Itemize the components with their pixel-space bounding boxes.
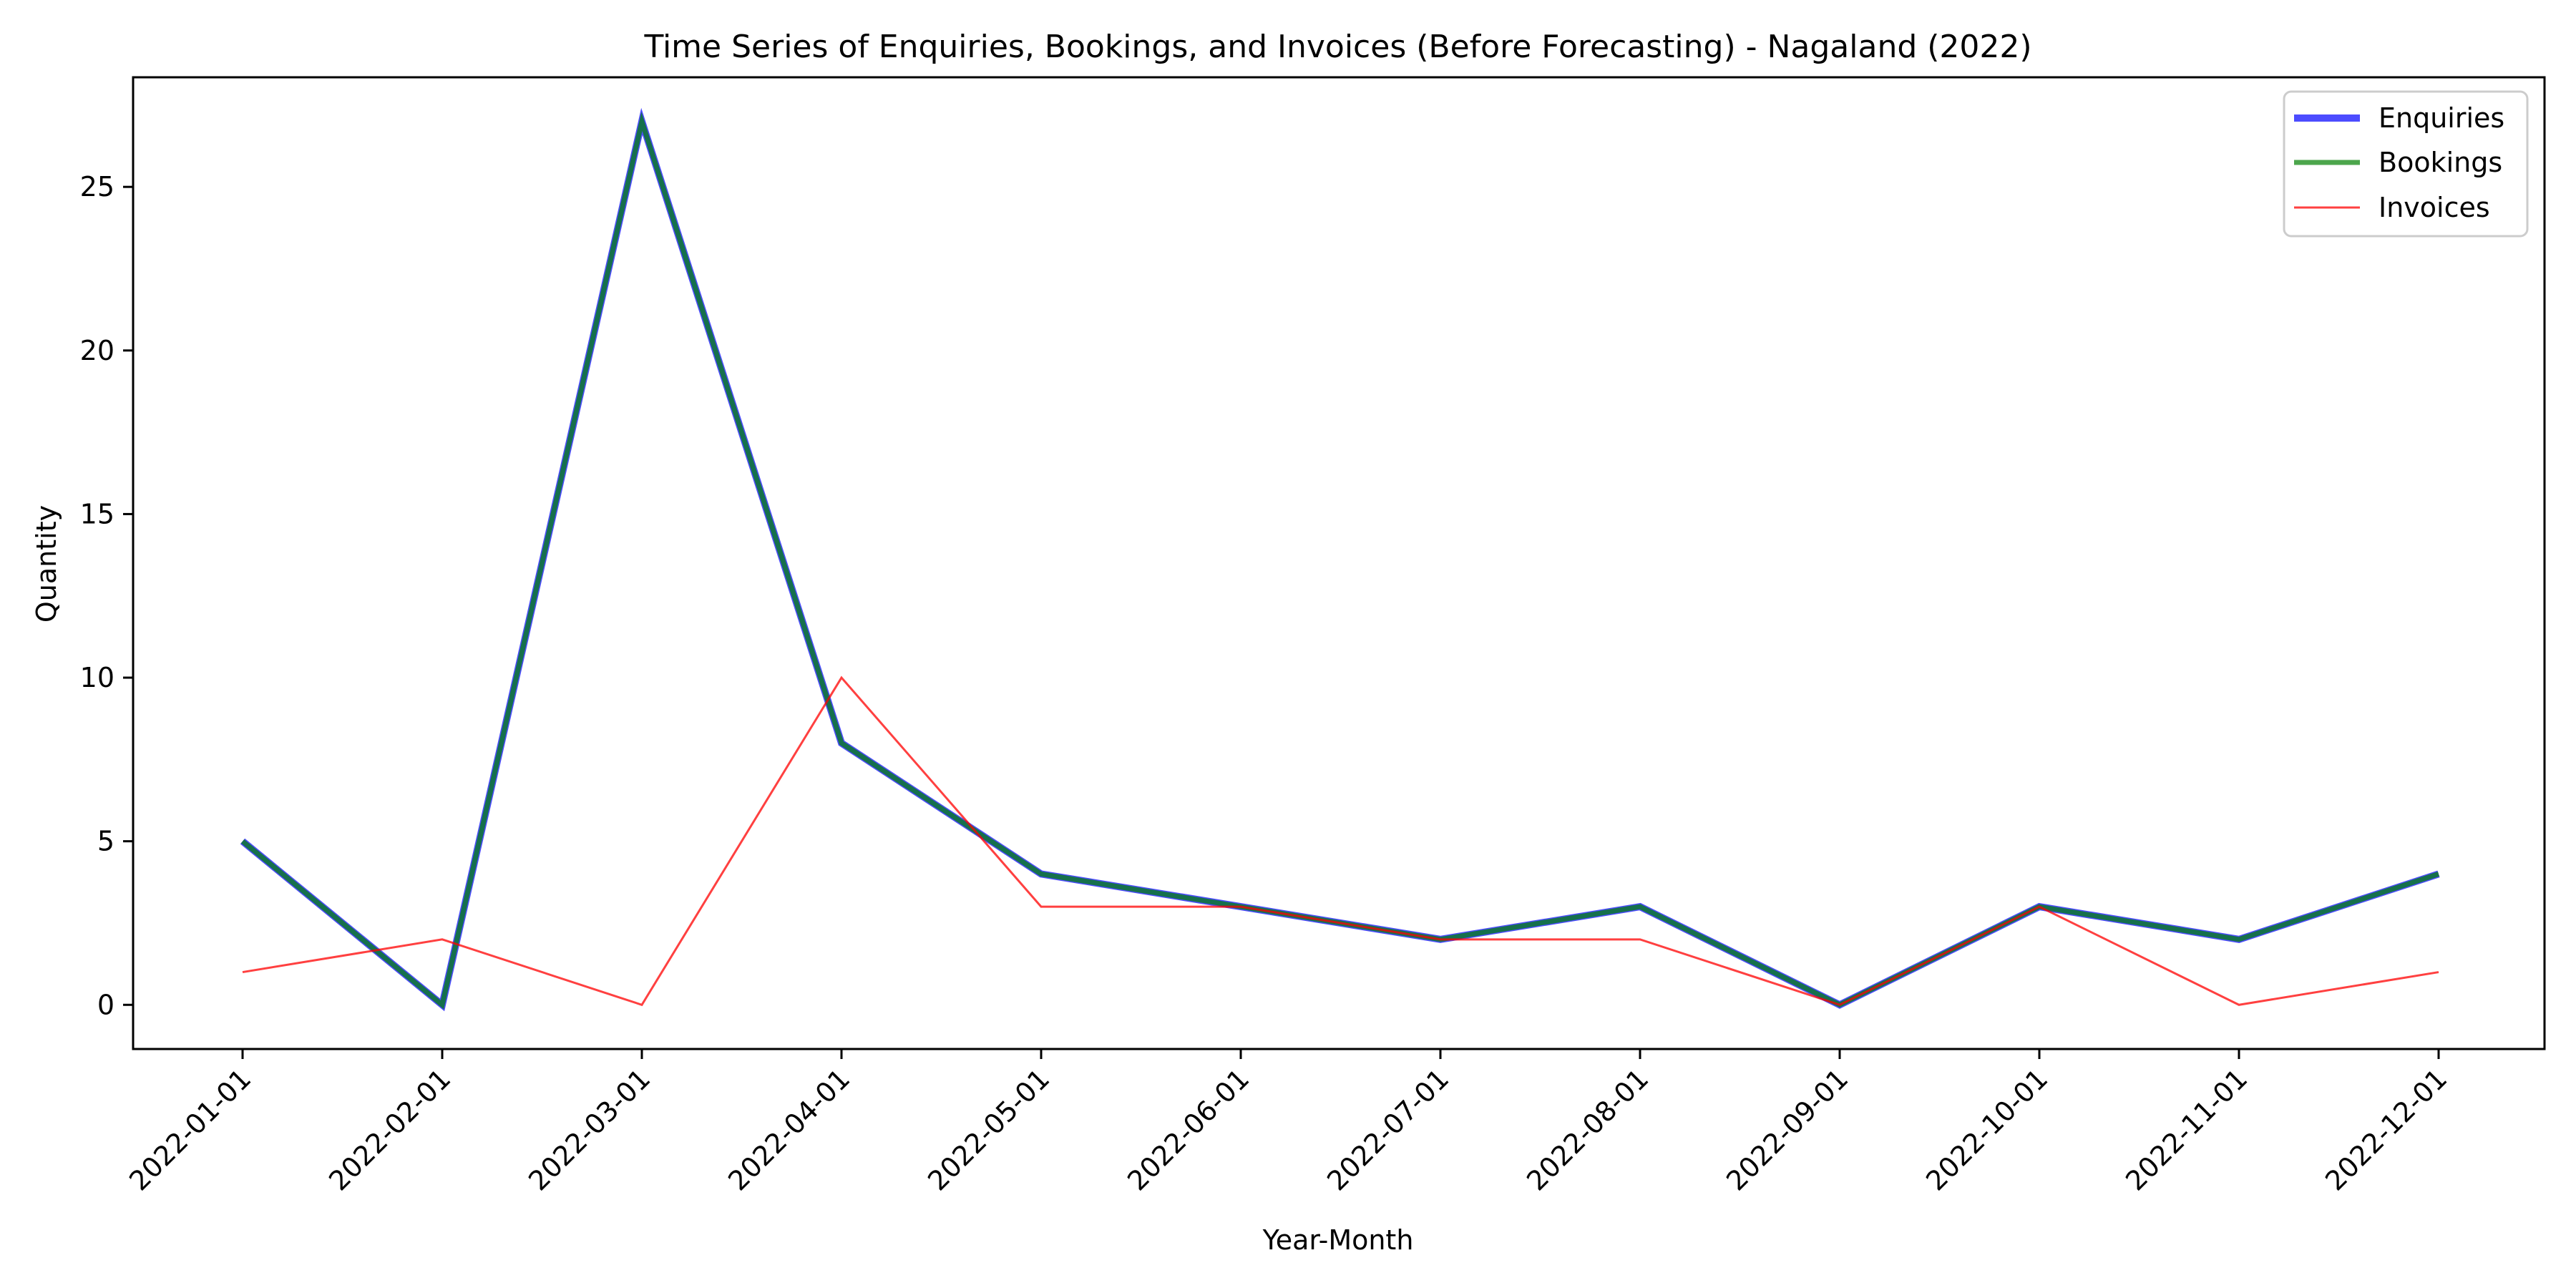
x-tick-label: 2022-12-01 bbox=[2319, 1063, 2453, 1196]
legend-label-enquiries: Enquiries bbox=[2379, 102, 2504, 134]
legend-item-enquiries: Enquiries bbox=[2294, 102, 2504, 134]
y-tick-label: 10 bbox=[80, 662, 114, 693]
x-tick-label: 2022-09-01 bbox=[1720, 1063, 1854, 1196]
legend: Enquiries Bookings Invoices bbox=[2283, 90, 2529, 238]
plot-area bbox=[240, 107, 2440, 1012]
series-line-bookings bbox=[240, 112, 2440, 1010]
x-tick-label: 2022-04-01 bbox=[722, 1063, 856, 1196]
y-tick-label: 20 bbox=[80, 335, 114, 366]
x-axis: 2022-01-01 2022-02-01 2022-03-01 2022-04-01… bbox=[123, 1049, 2453, 1197]
x-tick-label: 2022-01-01 bbox=[123, 1063, 257, 1196]
x-tick-label: 2022-10-01 bbox=[1920, 1063, 2054, 1196]
y-axis: 0 5 10 15 20 25 bbox=[80, 171, 133, 1020]
chart-title: Time Series of Enquiries, Bookings, and … bbox=[643, 29, 2031, 65]
x-tick-label: 2022-11-01 bbox=[2119, 1063, 2253, 1196]
x-axis-label: Year-Month bbox=[1262, 1224, 1414, 1256]
series-line-enquiries bbox=[240, 107, 2440, 1012]
x-tick-label: 2022-08-01 bbox=[1521, 1063, 1654, 1196]
y-tick-label: 0 bbox=[97, 989, 114, 1020]
legend-item-bookings: Bookings bbox=[2294, 147, 2502, 178]
x-tick-label: 2022-07-01 bbox=[1321, 1063, 1455, 1196]
plot-frame bbox=[132, 76, 2546, 1050]
y-axis-label: Quantity bbox=[31, 505, 62, 623]
x-tick-label: 2022-02-01 bbox=[323, 1063, 457, 1196]
x-tick-label: 2022-05-01 bbox=[922, 1063, 1055, 1196]
x-tick-label: 2022-06-01 bbox=[1121, 1063, 1255, 1196]
legend-label-invoices: Invoices bbox=[2379, 192, 2490, 223]
legend-item-invoices: Invoices bbox=[2294, 192, 2490, 223]
y-tick-label: 15 bbox=[80, 498, 114, 530]
legend-label-bookings: Bookings bbox=[2379, 147, 2502, 178]
series-line-invoices bbox=[242, 675, 2439, 1007]
legend-box bbox=[2283, 90, 2529, 238]
x-tick-label: 2022-03-01 bbox=[522, 1063, 656, 1196]
y-tick-label: 25 bbox=[80, 171, 114, 203]
y-tick-label: 5 bbox=[97, 826, 114, 857]
